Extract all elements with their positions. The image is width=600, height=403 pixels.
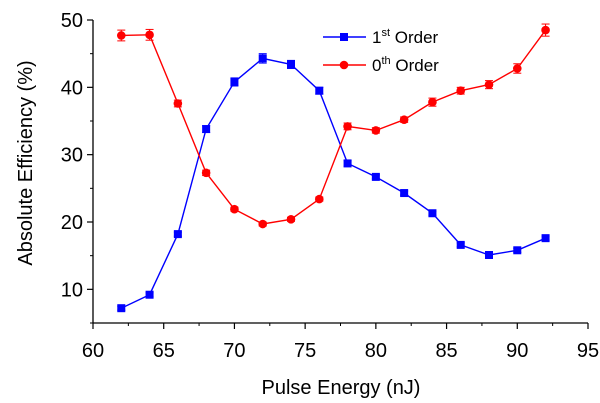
data-point — [371, 172, 380, 181]
data-point — [541, 234, 550, 243]
x-tick-label: 85 — [435, 340, 457, 362]
data-point — [173, 99, 183, 108]
data-point — [287, 60, 295, 69]
legend-label: 0th Order — [372, 55, 439, 75]
legend-label: 1st Order — [372, 27, 439, 47]
legend-item-1: 0th Order — [323, 55, 439, 75]
data-point — [513, 246, 522, 255]
data-point — [456, 240, 465, 249]
x-tick-label: 80 — [365, 340, 387, 362]
data-point — [145, 290, 154, 299]
data-point — [485, 250, 493, 259]
legend: 1st Order 0th Order — [323, 27, 439, 75]
data-point — [428, 209, 437, 218]
axes: 60 65 70 75 80 85 90 95 10 20 30 40 50 — [61, 10, 599, 362]
data-point — [400, 189, 409, 198]
x-tick-label: 65 — [153, 340, 175, 362]
legend-marker — [339, 60, 349, 70]
series-line — [120, 57, 546, 309]
data-point — [286, 215, 296, 224]
data-point — [343, 159, 352, 168]
data-point — [484, 80, 494, 89]
x-tick-label: 75 — [294, 340, 316, 362]
y-tick-label: 20 — [61, 212, 83, 234]
data-point — [343, 122, 352, 131]
y-axis-title: Absolute Efficiency (%) — [15, 60, 37, 265]
data-point — [230, 204, 239, 214]
data-point — [428, 97, 437, 107]
y-tick-label: 50 — [61, 10, 83, 32]
series-layer — [116, 23, 550, 313]
data-point — [314, 194, 324, 204]
data-point — [371, 126, 381, 135]
data-point — [456, 86, 466, 95]
data-point — [541, 25, 550, 35]
data-point — [202, 125, 211, 134]
y-tick-label: 30 — [61, 145, 83, 167]
data-point — [145, 30, 154, 40]
data-point — [173, 230, 182, 239]
legend-item-0: 1st Order — [323, 27, 439, 47]
data-point — [258, 54, 267, 63]
data-point — [258, 219, 268, 229]
x-tick-label: 60 — [82, 340, 104, 362]
series-1 — [116, 23, 550, 229]
data-point — [230, 77, 239, 86]
x-axis-title: Pulse Energy (nJ) — [262, 377, 421, 399]
data-point — [315, 86, 324, 95]
series-0 — [117, 53, 550, 313]
data-point — [116, 31, 126, 40]
x-tick-label: 90 — [506, 340, 528, 362]
legend-marker — [340, 33, 348, 41]
y-tick-label: 40 — [61, 77, 83, 99]
x-tick-label: 70 — [223, 340, 245, 362]
x-tick-label: 95 — [577, 340, 599, 362]
data-point — [399, 115, 409, 124]
data-point — [512, 64, 522, 73]
y-tick-label: 10 — [61, 279, 83, 301]
data-point — [201, 168, 211, 178]
data-point — [117, 304, 126, 313]
series-line — [121, 29, 547, 225]
